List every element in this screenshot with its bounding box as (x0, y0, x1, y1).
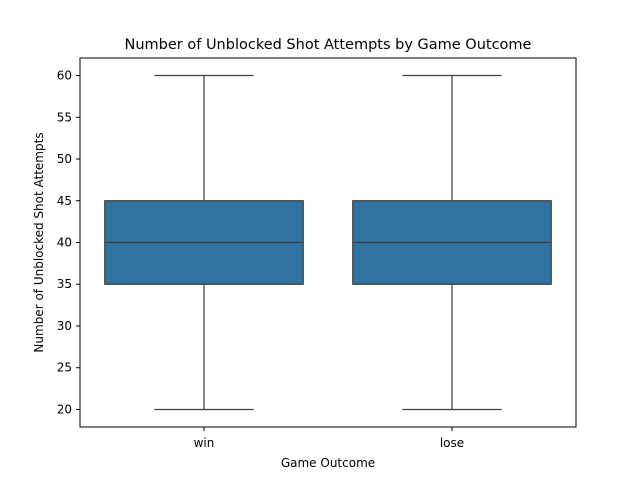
boxes-group (104, 74, 552, 411)
box-lose (352, 74, 552, 411)
y-tick-label: 55 (57, 110, 72, 124)
y-tick-label: 50 (57, 152, 72, 166)
plot-frame (79, 57, 577, 428)
y-axis-label: Number of Unblocked Shot Attempts (32, 132, 46, 352)
x-axis-ticks: win lose (194, 427, 464, 450)
x-tick-label: lose (440, 436, 464, 450)
y-tick-label: 45 (57, 194, 72, 208)
y-axis-ticks: 20 25 30 35 40 45 50 55 60 (57, 69, 80, 416)
y-tick-label: 25 (57, 361, 72, 375)
y-tick-label: 35 (57, 277, 72, 291)
y-tick-label: 30 (57, 319, 72, 333)
box-win (104, 74, 304, 411)
chart-title: Number of Unblocked Shot Attempts by Gam… (125, 37, 532, 53)
y-tick-label: 40 (57, 236, 72, 250)
x-tick-label: win (194, 436, 215, 450)
x-axis-label: Game Outcome (281, 456, 375, 470)
y-tick-label: 60 (57, 69, 72, 83)
y-tick-label: 20 (57, 402, 72, 416)
